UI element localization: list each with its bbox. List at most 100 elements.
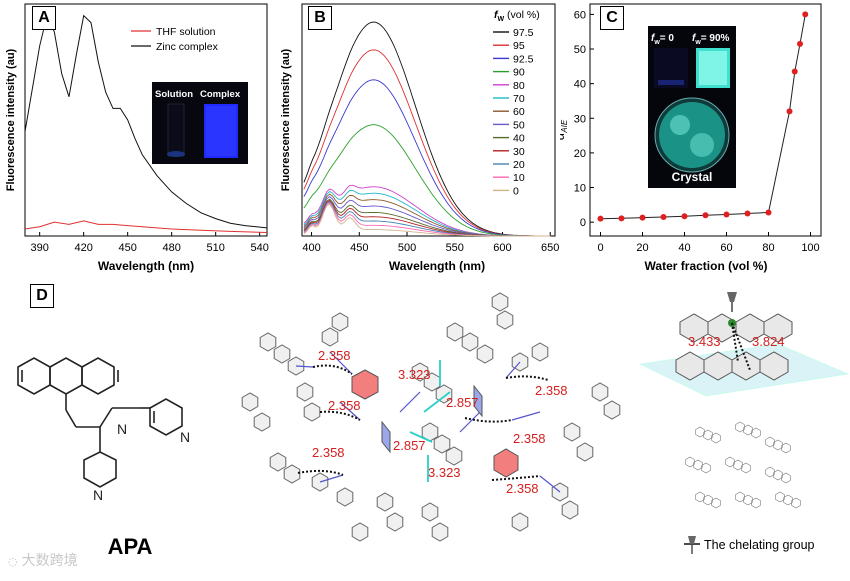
packing-ring: [701, 462, 711, 474]
apa-structure: [17, 357, 183, 488]
chart-c-point: [660, 213, 667, 220]
packing-structure: [241, 292, 621, 542]
chart-c-ytick-label: 60: [574, 9, 586, 21]
watermark: ◌ 大数跨境: [8, 550, 78, 570]
chart-a-xtick-label: 420: [74, 242, 92, 254]
molecule-ring: [591, 382, 609, 402]
packing-ring: [735, 491, 745, 503]
packing-ring: [743, 424, 753, 436]
molecule-ring: [351, 522, 369, 542]
chart-c-point: [639, 214, 646, 221]
chart-c-point: [744, 210, 751, 217]
molecule-ring: [253, 412, 271, 432]
molecule-ring: [376, 492, 394, 512]
packing-ring: [765, 466, 775, 478]
watermark-icon: ◌: [8, 555, 18, 568]
chart-b-legend-label: 95: [513, 40, 525, 52]
chart-c-ytick-label: 0: [580, 217, 586, 229]
compound-name: APA: [108, 534, 153, 559]
chart-b-legend-label: 10: [513, 172, 525, 184]
molecule-ring: [421, 502, 439, 522]
chart-b-legend-label: 90: [513, 67, 525, 79]
molecule-bond: [505, 361, 521, 379]
molecule-bond: [459, 411, 481, 433]
panel-a: A Fluorescence intensity (au) Wavelength…: [0, 0, 275, 285]
molecule-bond: [511, 411, 541, 421]
packing-ring: [743, 494, 753, 506]
chart-a-xtick-label: 540: [250, 242, 268, 254]
chart-b-legend-label: 0: [513, 185, 519, 197]
molecule-ring: [269, 452, 287, 472]
chelating-legend: The chelating group: [684, 536, 815, 554]
inset-crystal-label: Crystal: [672, 170, 713, 184]
contact-distance-label: 2.358: [318, 348, 351, 363]
packing-ring: [781, 442, 791, 454]
hbond-lines: [297, 364, 549, 481]
chart-c-point: [786, 108, 793, 115]
chart-c-ytick-label: 40: [574, 79, 586, 91]
molecule-ring: [491, 292, 509, 312]
packing-ring: [751, 497, 761, 509]
packing-ring: [781, 472, 791, 484]
chart-c-point: [802, 11, 809, 18]
chart-b-legend-label: 97.5: [513, 27, 534, 39]
chart-b-legend-label: 20: [513, 159, 525, 171]
panel-d-graphics: N N N APA 2.358 2.358 2.358 2.358 2.358 2.358…: [17, 292, 850, 559]
molecule-ring: [296, 382, 314, 402]
contact-distance-label: 2.358: [535, 383, 568, 398]
chart-b-legend-label: 80: [513, 80, 525, 92]
molecule-ring: [461, 332, 479, 352]
contact-distance-label: 3.323: [398, 367, 431, 382]
packing-ring: [741, 462, 751, 474]
packing-ring: [711, 432, 721, 444]
chart-a-series-line: [24, 220, 268, 233]
packing-ring: [711, 497, 721, 509]
chart-b-series-line: [303, 203, 551, 237]
chart-c-xtick-label: 60: [720, 242, 732, 254]
molecule-ring: [386, 512, 404, 532]
chelating-legend-label: The chelating group: [704, 538, 815, 552]
molecule-ring: [446, 322, 464, 342]
molecule-ring: [445, 446, 463, 466]
inset-fw0-label: fw= 0: [651, 33, 674, 46]
chart-a-xlabel: Wavelength (nm): [98, 259, 194, 273]
molecule-ring: [496, 310, 514, 330]
chart-c-ytick-label: 10: [574, 183, 586, 195]
chart-b-series-line: [303, 198, 551, 237]
molecule-ring: [283, 464, 301, 484]
chart-c-ytick-label: 50: [574, 44, 586, 56]
crystal-photo-inset: fw= 0 fw= 90% Crystal: [648, 26, 736, 188]
chart-c-ylabel: αAIE: [560, 119, 569, 140]
stacking-detail: 3.433 3.824: [638, 292, 850, 397]
pyridine-n-label-2: N: [93, 487, 103, 503]
chart-c-point: [597, 215, 604, 222]
chart-c-xtick-label: 20: [636, 242, 648, 254]
chart-b-xtick-label: 450: [350, 242, 368, 254]
chart-c-point: [681, 213, 688, 220]
chart-b-legend-label: 30: [513, 146, 525, 158]
molecule-ring: [511, 512, 529, 532]
molecule-ring: [336, 487, 354, 507]
chart-c-ytick-label: 20: [574, 148, 586, 160]
contact-distance-label: 2.857: [446, 395, 479, 410]
chart-b-series-line: [303, 196, 551, 237]
chart-a-xtick-label: 480: [162, 242, 180, 254]
chart-b-legend-label: 92.5: [513, 53, 534, 65]
chart-b-xtick-label: 500: [398, 242, 416, 254]
packing-ring: [695, 426, 705, 438]
chart-b-ylabel: Fluorescence intensity (au): [280, 48, 292, 191]
chart-c-point: [618, 215, 625, 222]
contact-distance-label: 2.857: [393, 438, 426, 453]
chart-c-point: [791, 68, 798, 75]
chart-b-xtick-label: 400: [302, 242, 320, 254]
molecule-ring: [433, 434, 451, 454]
molecule-ring: [476, 344, 494, 364]
molecule-ring: [603, 400, 621, 420]
chart-c-xlabel: Water fraction (vol %): [645, 259, 768, 273]
panel-b: B Fluorescence intensity (au) Wavelength…: [277, 0, 560, 285]
legend-label-zinc: Zinc complex: [156, 41, 219, 53]
panel-d-label: D: [30, 284, 54, 308]
chart-b: Fluorescence intensity (au) Wavelength (…: [280, 3, 559, 273]
molecule-ring: [563, 422, 581, 442]
chart-c: αAIE Water fraction (vol %) 020406080100…: [552, 3, 822, 273]
